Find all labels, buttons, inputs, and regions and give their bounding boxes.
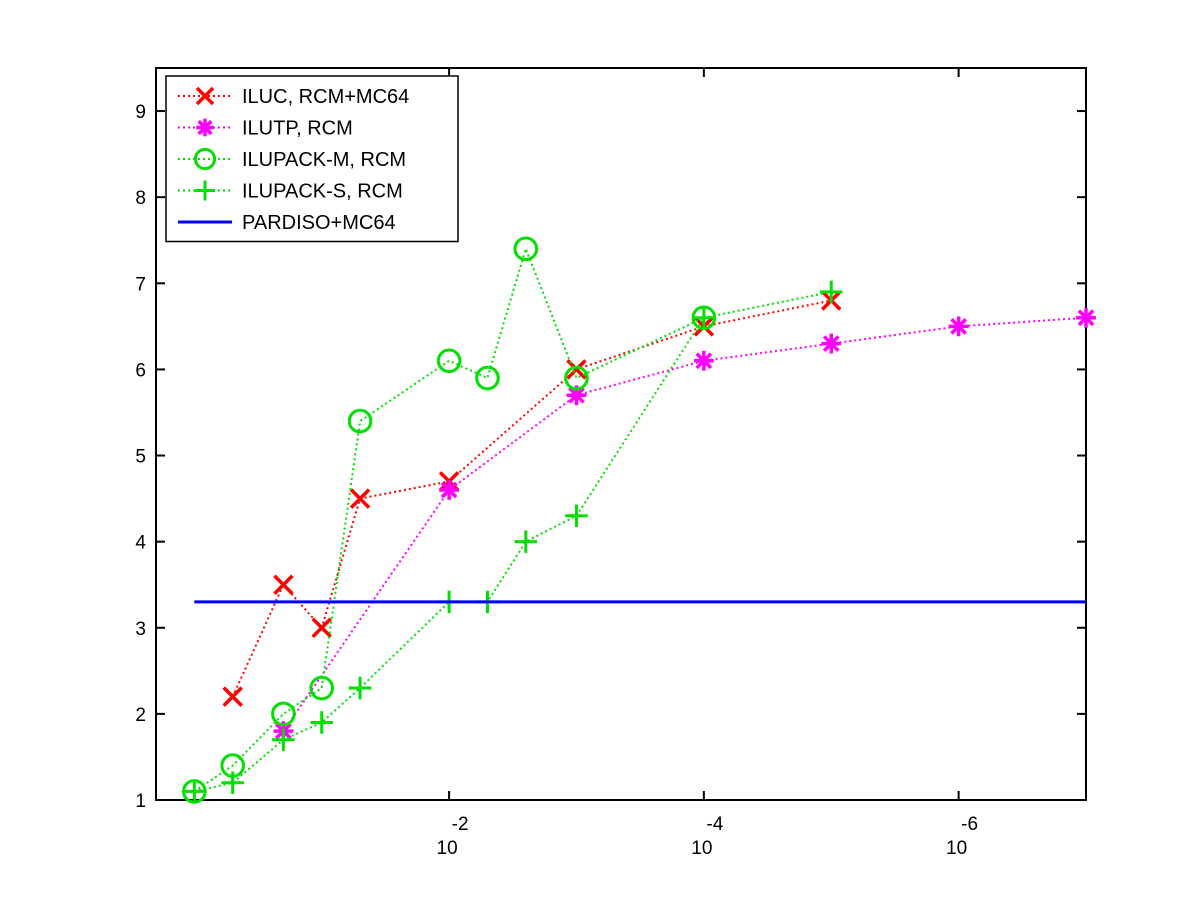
legend-entry: ILUC, RCM+MC64 <box>178 86 409 108</box>
legend-label: ILUPACK-S, RCM <box>242 181 403 203</box>
legend-label: ILUTP, RCM <box>242 118 353 140</box>
x-axis: 10 -2 10 -4 10 -6 <box>437 68 978 859</box>
x-tick-base: 10 <box>437 838 458 859</box>
y-tick-label: 8 <box>135 188 146 209</box>
legend: ILUC, RCM+MC64 ILUTP, RCM ILUPACK-M, RCM IL… <box>165 75 459 243</box>
legend-label: ILUC, RCM+MC64 <box>242 86 409 108</box>
legend-label: ILUPACK-M, RCM <box>242 149 406 171</box>
y-tick-label: 1 <box>135 791 146 812</box>
data-point <box>273 574 294 595</box>
data-point <box>693 350 714 371</box>
data-point <box>222 686 243 707</box>
x-tick-exponent: -6 <box>961 814 978 835</box>
data-point <box>948 316 969 337</box>
y-tick-label: 9 <box>135 102 146 123</box>
y-tick-label: 2 <box>135 705 146 726</box>
y-tick-label: 3 <box>135 619 146 640</box>
x-tick-exponent: -4 <box>706 814 723 835</box>
y-axis: 1 2 3 4 5 6 7 8 9 <box>135 102 1086 812</box>
series-layer <box>182 236 1096 804</box>
series-1 <box>273 307 1096 742</box>
x-tick-base: 10 <box>946 838 967 859</box>
data-point <box>271 701 296 727</box>
data-point <box>309 675 335 701</box>
x-tick-base: 10 <box>691 838 712 859</box>
data-point <box>221 771 244 795</box>
y-tick-label: 7 <box>135 274 146 295</box>
data-point <box>183 780 206 803</box>
data-point <box>436 348 462 374</box>
data-point <box>439 480 460 500</box>
series-line <box>231 299 832 698</box>
y-tick-label: 4 <box>135 533 146 554</box>
data-point <box>475 365 500 391</box>
legend-entry: ILUPACK-M, RCM <box>178 147 406 171</box>
legend-label: PARDISO+MC64 <box>242 212 396 234</box>
data-point <box>347 408 373 434</box>
data-point <box>566 385 587 406</box>
y-tick-label: 6 <box>135 360 146 381</box>
data-point <box>692 306 716 329</box>
data-point <box>514 530 538 553</box>
data-point <box>821 333 842 354</box>
data-point <box>348 676 372 700</box>
data-point <box>819 280 843 304</box>
data-point <box>272 728 295 751</box>
data-point <box>513 236 539 262</box>
y-tick-label: 5 <box>135 447 146 468</box>
legend-entry: ILUPACK-S, RCM <box>178 180 403 203</box>
data-point <box>349 488 371 509</box>
legend-entry: ILUTP, RCM <box>178 118 353 140</box>
x-tick-exponent: -2 <box>452 814 469 835</box>
data-point <box>564 365 589 391</box>
data-point <box>565 504 588 528</box>
data-point <box>310 711 333 734</box>
data-point <box>1076 307 1096 328</box>
data-point <box>311 617 332 639</box>
legend-entry: PARDISO+MC64 <box>178 212 396 234</box>
